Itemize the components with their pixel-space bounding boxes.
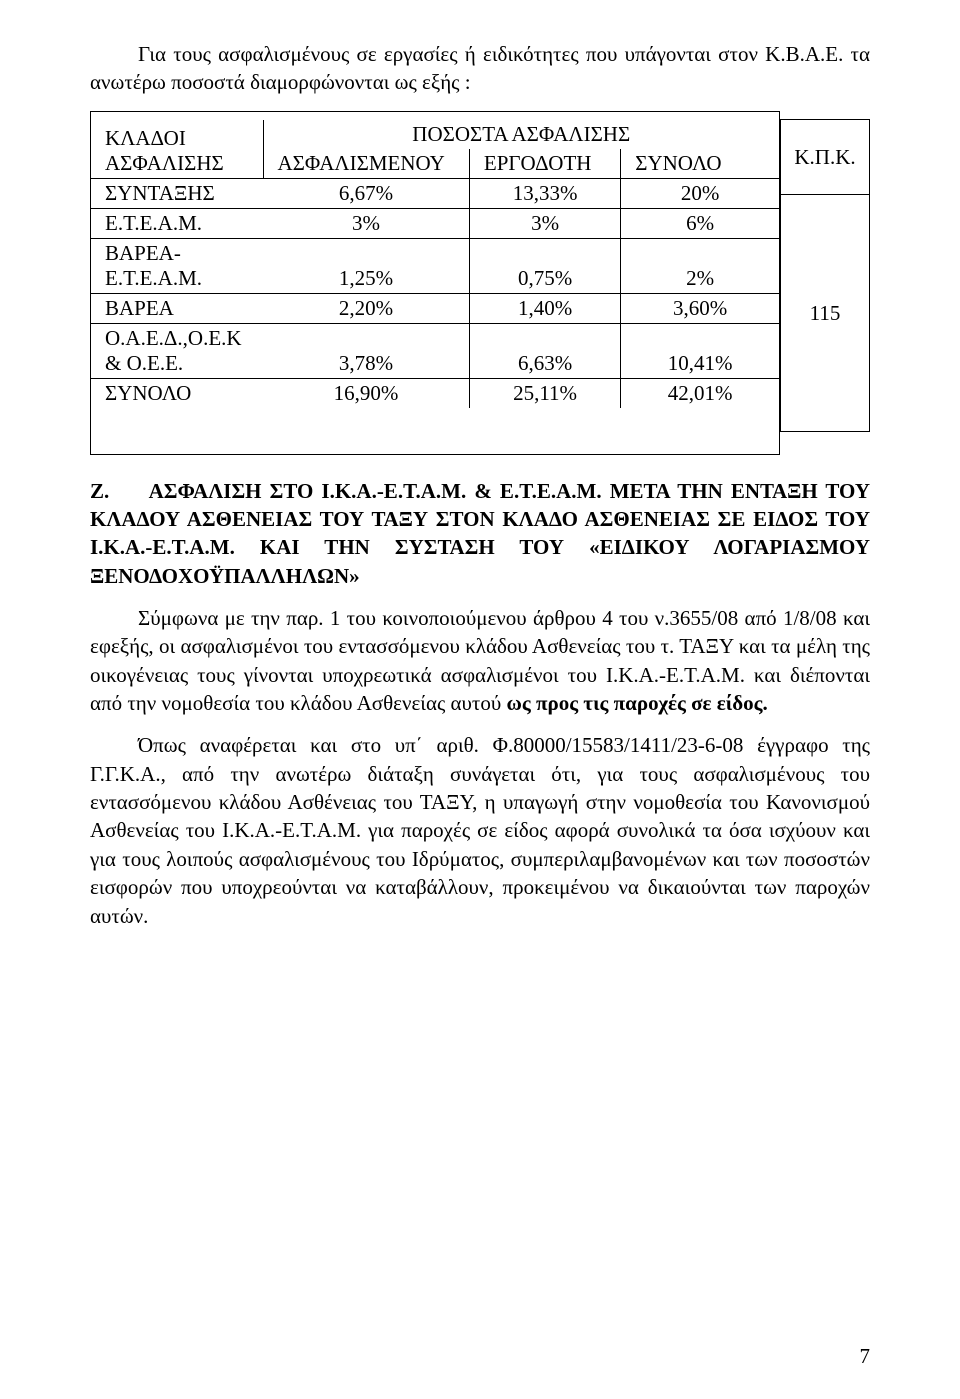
kpk-header: Κ.Π.Κ.	[781, 120, 870, 195]
intro-paragraph: Για τους ασφαλισμένους σε εργασίες ή ειδ…	[90, 40, 870, 97]
row-val: 20%	[621, 178, 779, 208]
row-label: Ε.Τ.Ε.Α.Μ.	[91, 208, 263, 238]
row-val: 16,90%	[263, 378, 469, 408]
section-z-label: Ζ.	[90, 479, 109, 503]
paragraph-1b: ως προς τις παροχές σε είδος.	[507, 691, 768, 715]
paragraph-1: Σύμφωνα με την παρ. 1 του κοινοποιούμενο…	[90, 604, 870, 717]
row-val: 1,25%	[263, 238, 469, 293]
row-val: 6%	[621, 208, 779, 238]
row-label: ΣΥΝΟΛΟ	[91, 378, 263, 408]
page-number: 7	[860, 1344, 871, 1369]
posota-header: ΠΟΣΟΣΤΑ ΑΣΦΑΛΙΣΗΣ	[263, 120, 779, 149]
row-val: 3,78%	[263, 323, 469, 378]
row-label: Ο.Α.Ε.Δ.,Ο.Ε.Κ & Ο.Ε.Ε.	[91, 323, 263, 378]
row-val: 0,75%	[469, 238, 620, 293]
row-val: 3,60%	[621, 293, 779, 323]
row-val: 6,63%	[469, 323, 620, 378]
row-label: ΒΑΡΕΑ- Ε.Τ.Ε.Α.Μ.	[91, 238, 263, 293]
row-label: ΣΥΝΤΑΞΗΣ	[91, 178, 263, 208]
row-val: 42,01%	[621, 378, 779, 408]
col-rowhead: ΚΛΑΔΟΙ ΑΣΦΑΛΙΣΗΣ	[91, 120, 263, 179]
col-asf: ΑΣΦΑΛΙΣΜΕΝΟΥ	[263, 149, 469, 179]
col-syn: ΣΥΝΟΛΟ	[621, 149, 779, 179]
row-val: 2%	[621, 238, 779, 293]
row-val: 10,41%	[621, 323, 779, 378]
col-erg: ΕΡΓΟΔΟΤΗ	[469, 149, 620, 179]
document-page: Για τους ασφαλισμένους σε εργασίες ή ειδ…	[0, 0, 960, 1399]
kpk-value: 115	[781, 195, 870, 432]
row-val: 3%	[263, 208, 469, 238]
insurance-table: ΚΛΑΔΟΙ ΑΣΦΑΛΙΣΗΣ ΠΟΣΟΣΤΑ ΑΣΦΑΛΙΣΗΣ ΑΣΦΑΛ…	[90, 111, 870, 455]
row-val: 6,67%	[263, 178, 469, 208]
paragraph-2: Όπως αναφέρεται και στο υπ΄ αριθ. Φ.8000…	[90, 731, 870, 929]
row-val: 2,20%	[263, 293, 469, 323]
row-val: 3%	[469, 208, 620, 238]
section-z-heading: Ζ. ΑΣΦΑΛΙΣΗ ΣΤΟ Ι.Κ.Α.-Ε.Τ.Α.Μ. & Ε.Τ.Ε.…	[90, 477, 870, 590]
row-val: 25,11%	[469, 378, 620, 408]
row-val: 13,33%	[469, 178, 620, 208]
row-label: ΒΑΡΕΑ	[91, 293, 263, 323]
section-z-text: ΑΣΦΑΛΙΣΗ ΣΤΟ Ι.Κ.Α.-Ε.Τ.Α.Μ. & Ε.Τ.Ε.Α.Μ…	[90, 479, 870, 588]
row-val: 1,40%	[469, 293, 620, 323]
